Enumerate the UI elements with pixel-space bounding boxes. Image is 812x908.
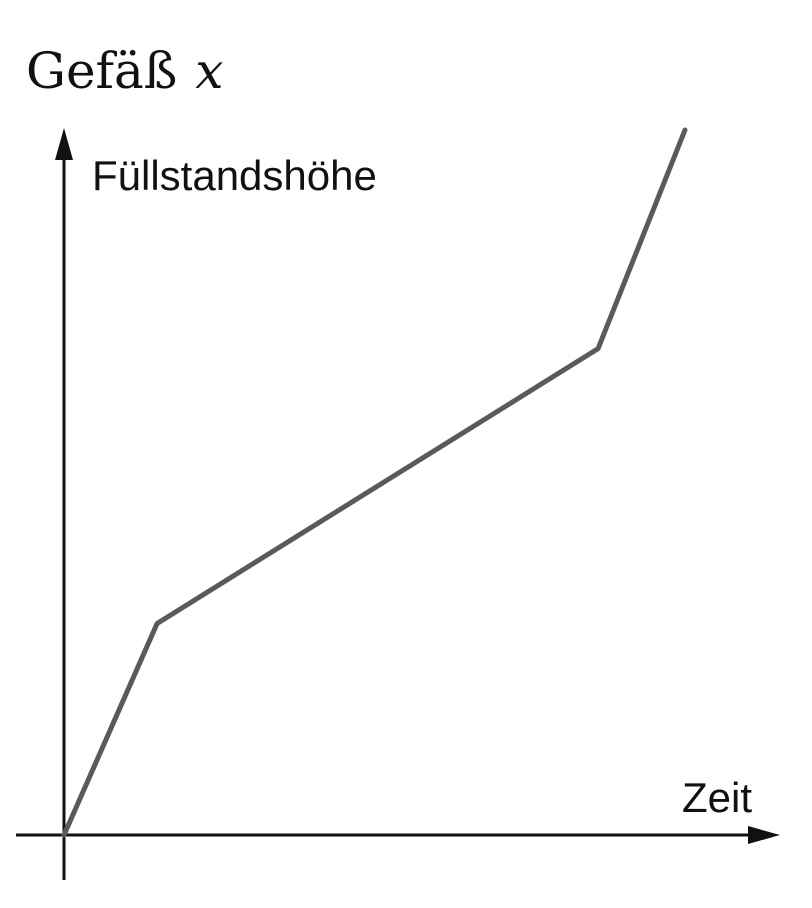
y-axis-arrowhead	[55, 128, 73, 160]
y-axis-label: Füllstandshöhe	[92, 152, 377, 199]
chart-title-variable: x	[195, 42, 223, 100]
x-axis-label: Zeit	[682, 774, 752, 821]
chart-title: Gefäß x	[26, 42, 223, 100]
chart-title-name: Gefäß	[26, 42, 177, 100]
x-axis-arrowhead	[748, 826, 780, 844]
fill-level-curve	[61, 127, 688, 838]
plot-area	[61, 127, 688, 838]
